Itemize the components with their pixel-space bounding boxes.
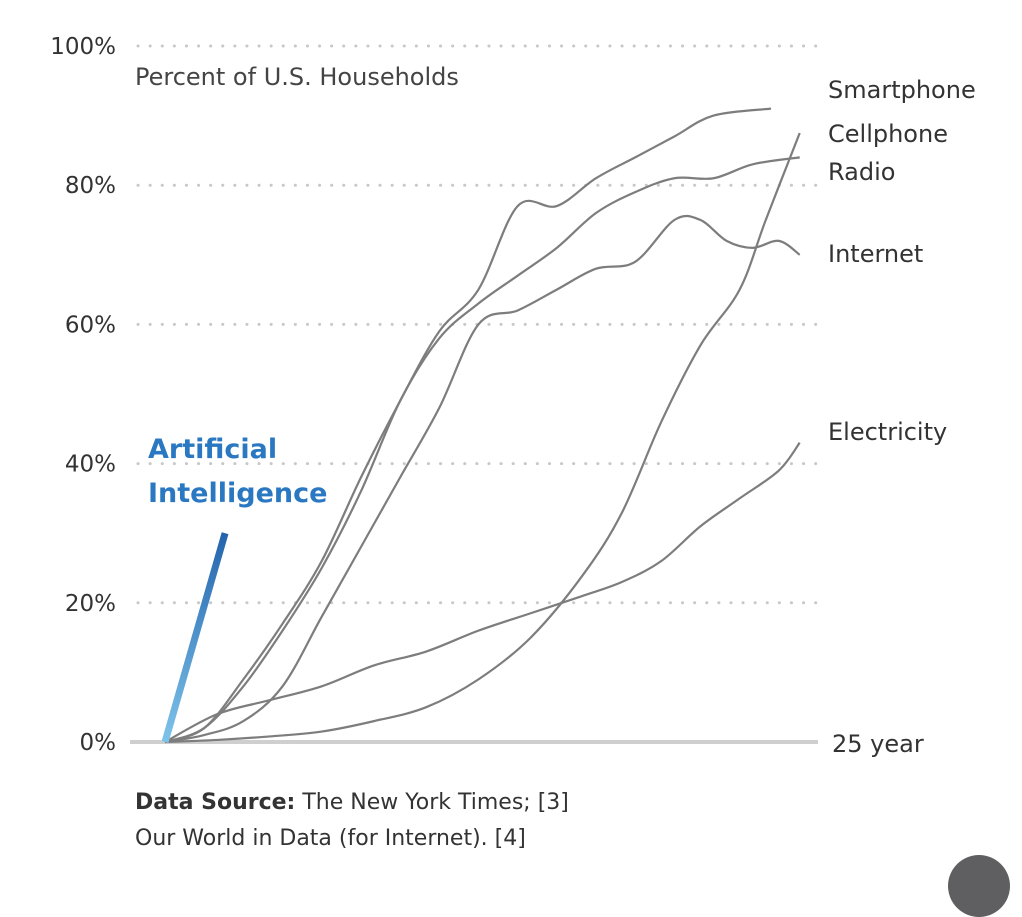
ai-annotation-line2: Intelligence xyxy=(148,478,327,509)
x-axis-end-label: 25 year xyxy=(832,730,924,758)
data-source-line1: Data Source: The New York Times; [3] xyxy=(135,790,569,815)
floating-button[interactable] xyxy=(948,855,1010,917)
series-line-cellphone xyxy=(164,132,801,744)
series-lines xyxy=(161,107,801,744)
line-chart: 0% 20% 40% 60% 80% 100% Percent of U.S. House… xyxy=(50,34,976,758)
series-line-smartphone xyxy=(164,107,772,744)
series-label-cellphone: Cellphone xyxy=(828,120,948,148)
y-tick-label: 60% xyxy=(65,312,116,338)
series-labels: Smartphone Cellphone Radio Internet Electric… xyxy=(828,76,976,446)
series-label-internet: Internet xyxy=(828,240,923,268)
y-tick-label: 40% xyxy=(65,452,116,478)
data-source-label: Data Source: xyxy=(135,790,296,815)
y-tick-label: 80% xyxy=(65,173,116,199)
y-tick-label: 0% xyxy=(80,730,117,756)
series-line-radio xyxy=(164,156,800,744)
series-line-artificial-intelligence xyxy=(161,532,229,743)
y-axis-ticks: 0% 20% 40% 60% 80% 100% xyxy=(50,34,116,756)
data-source-text: The New York Times; [3] xyxy=(295,790,569,815)
series-label-radio: Radio xyxy=(828,158,895,186)
y-tick-label: 20% xyxy=(65,591,116,617)
series-label-smartphone: Smartphone xyxy=(828,76,976,104)
series-line-electricity xyxy=(164,442,801,743)
data-source-line2: Our World in Data (for Internet). [4] xyxy=(135,826,526,851)
chart-title: Percent of U.S. Households xyxy=(135,63,459,91)
y-tick-label: 100% xyxy=(50,34,116,60)
series-line-internet xyxy=(164,214,801,744)
ai-annotation-line1: Artificial xyxy=(148,434,277,465)
series-label-electricity: Electricity xyxy=(828,418,947,446)
